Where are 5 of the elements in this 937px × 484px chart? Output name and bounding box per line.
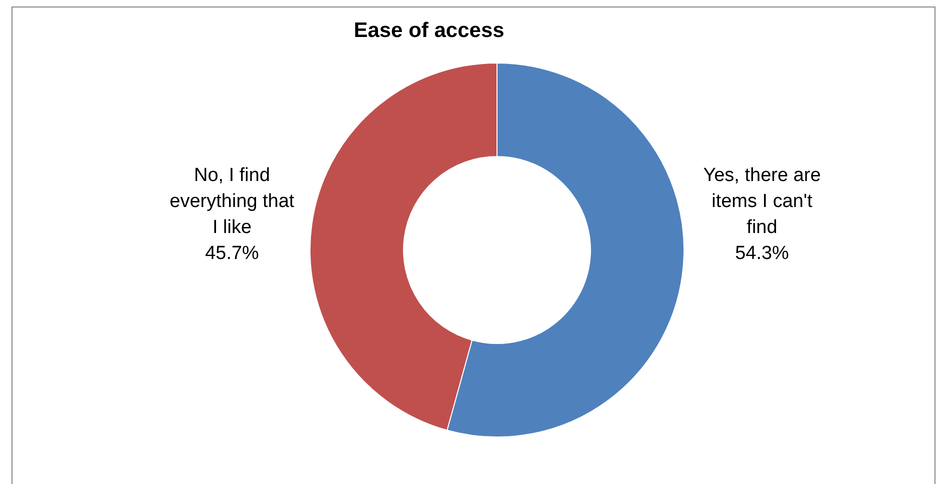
slice-label: No, I find everything that I like (170, 165, 296, 238)
data-label: 54.3% (735, 243, 790, 264)
slice-label: Yes, there are items I can't find (703, 165, 821, 238)
chart-title: Ease of access (354, 19, 504, 42)
data-label: 45.7% (205, 243, 260, 264)
